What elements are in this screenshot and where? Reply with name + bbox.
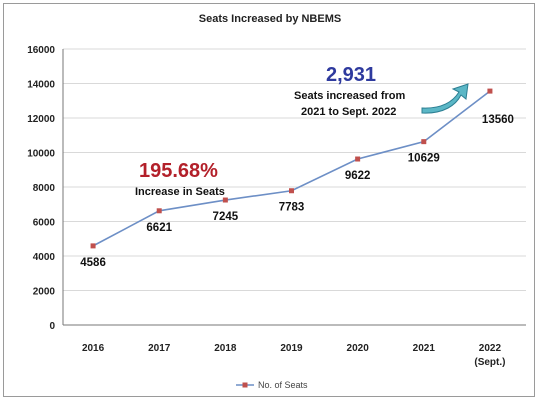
x-tick-label: 2021 <box>413 343 436 354</box>
data-point <box>289 188 294 194</box>
y-tick-label: 10000 <box>27 149 55 160</box>
line-chart: Seats Increased by NBEMS 0 2000 4000 6000 80… <box>27 13 526 390</box>
data-point <box>487 88 493 94</box>
y-tick-label: 16000 <box>27 45 55 56</box>
increase-percent: 195.68% <box>139 160 218 182</box>
x-tick-label: 2022 (Sept.) <box>474 343 505 368</box>
y-tick-label: 6000 <box>33 218 56 229</box>
series-no-of-seats <box>90 88 493 249</box>
data-label: 10629 <box>408 153 440 165</box>
y-tick-labels: 0 2000 4000 6000 8000 10000 12000 14000 16000 <box>27 45 55 332</box>
y-tick-label: 14000 <box>27 80 55 91</box>
data-point <box>222 197 228 203</box>
x-tick-labels: 2016 2017 2018 2019 2020 2021 2022 (Sept.) <box>82 343 506 368</box>
data-label: 7783 <box>279 202 305 214</box>
data-point <box>421 139 427 145</box>
y-tick-label: 12000 <box>27 114 55 125</box>
data-label: 7245 <box>213 211 239 223</box>
data-point <box>156 208 162 214</box>
gridlines <box>63 48 526 291</box>
y-tick-label: 0 <box>49 321 55 332</box>
y-tick-label: 4000 <box>33 252 56 263</box>
x-tick-label: 2019 <box>280 343 303 354</box>
chart-frame: Seats Increased by NBEMS 0 2000 4000 6000 80… <box>3 3 535 397</box>
curved-arrow-icon <box>421 83 469 114</box>
increase-label: Increase in Seats <box>135 186 225 198</box>
axes <box>62 49 526 326</box>
seats-added-number: 2,931 <box>326 64 376 86</box>
data-label: 9622 <box>345 170 371 182</box>
data-point <box>90 243 96 249</box>
data-label: 6621 <box>146 222 172 234</box>
legend: No. of Seats <box>236 380 308 390</box>
x-tick-label: 2020 <box>347 343 370 354</box>
y-tick-label: 8000 <box>33 183 56 194</box>
data-label: 4586 <box>80 257 106 269</box>
y-tick-label: 2000 <box>33 287 56 298</box>
seats-added-line1: Seats increased from <box>294 90 405 102</box>
x-tick-label: 2018 <box>214 343 237 354</box>
x-tick-label: 2017 <box>148 343 171 354</box>
data-label: 13560 <box>482 114 514 126</box>
seats-added-line2: 2021 to Sept. 2022 <box>301 106 396 118</box>
x-tick-label: 2016 <box>82 343 105 354</box>
data-labels: 4586 6621 7245 7783 9622 10629 13560 <box>80 114 514 269</box>
chart-title: Seats Increased by NBEMS <box>199 13 341 25</box>
legend-label: No. of Seats <box>258 380 308 390</box>
data-point <box>355 156 361 162</box>
